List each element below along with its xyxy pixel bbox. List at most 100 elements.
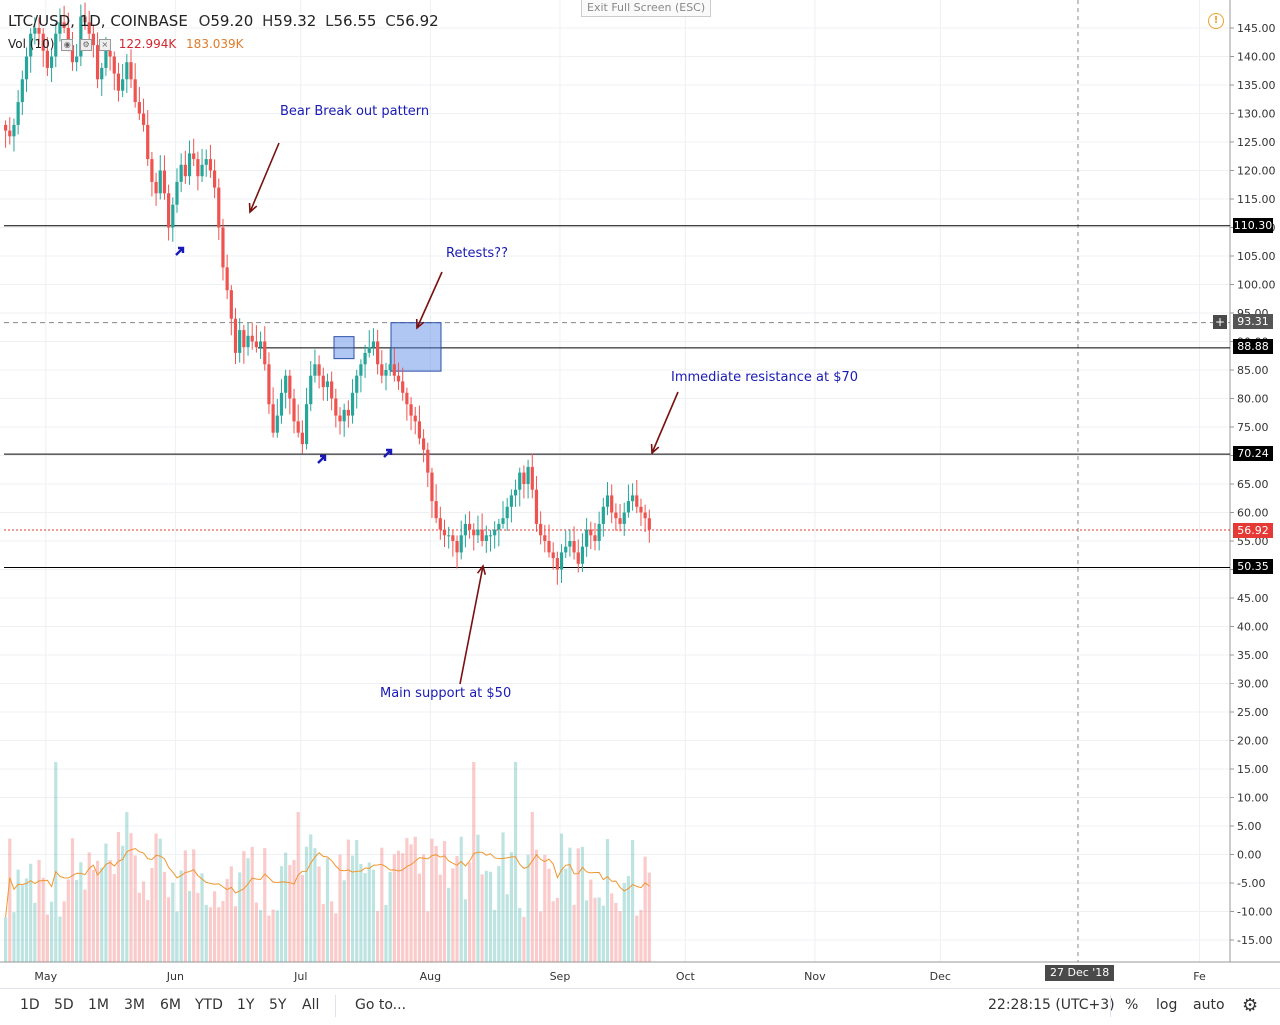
volume-bar — [8, 838, 12, 962]
volume-bar — [605, 839, 610, 962]
candle-body — [54, 33, 58, 57]
range-5y-button[interactable]: 5Y — [269, 997, 287, 1013]
candle-body — [284, 375, 288, 393]
volume-label[interactable]: Vol (10) — [8, 37, 55, 51]
candle-body — [530, 466, 534, 490]
annotation-arrow — [416, 271, 443, 329]
annotation-resistance: Immediate resistance at $70 — [671, 370, 859, 385]
clock-timezone-label[interactable]: 22:28:15 (UTC+3) — [988, 997, 1115, 1013]
volume-bar — [376, 910, 380, 962]
volume-bar — [125, 812, 129, 962]
candle-body — [309, 375, 313, 405]
range-1d-button[interactable]: 1D — [20, 997, 40, 1013]
volume-bar — [543, 854, 547, 962]
close-icon[interactable]: × — [98, 38, 111, 51]
range-all-button[interactable]: All — [302, 997, 320, 1013]
candle-body — [547, 541, 551, 553]
crosshair-date-label: 27 Dec '18 — [1045, 965, 1115, 981]
gear-icon[interactable]: ⚙ — [1242, 995, 1259, 1016]
volume-bar — [41, 877, 45, 962]
range-1m-button[interactable]: 1M — [88, 997, 109, 1013]
candle-body — [639, 506, 643, 513]
volume-bar — [488, 871, 493, 962]
candle-body — [58, 22, 62, 34]
percent-scale-button[interactable]: % — [1125, 997, 1139, 1013]
candle-body — [376, 341, 380, 365]
volume-bar — [325, 858, 330, 962]
volume-bar — [480, 874, 484, 962]
volume-bar — [108, 860, 112, 962]
volume-value: 122.994K — [118, 37, 177, 51]
volume-bar — [233, 906, 238, 962]
y-axis-tick-label: 15.00 — [1237, 763, 1269, 776]
x-axis-tick-label: Jul — [293, 970, 307, 983]
volume-bar — [33, 902, 37, 962]
annotation-arrowhead — [248, 202, 258, 214]
volume-bar — [112, 874, 116, 962]
volume-bar — [631, 840, 635, 962]
candle-body — [104, 50, 108, 68]
volume-bar — [451, 868, 455, 962]
eye-icon[interactable]: ◉ — [61, 38, 74, 51]
range-5d-button[interactable]: 5D — [54, 997, 74, 1013]
volume-bar — [539, 911, 543, 962]
price-chart[interactable]: May Jun Jul Aug Sep Oct Nov Dec Fe 145.00 140.00 13… — [0, 0, 1280, 988]
candle-body — [225, 267, 229, 291]
auto-scale-button[interactable]: auto — [1193, 997, 1225, 1013]
candle-body — [137, 102, 141, 114]
settings-icon[interactable]: ⚙ — [80, 38, 93, 51]
candle-body — [171, 204, 175, 228]
candle-body — [476, 529, 480, 536]
candle-body — [213, 170, 217, 188]
volume-bar — [597, 897, 601, 962]
volume-bar — [95, 860, 100, 962]
add-alert-plus-icon[interactable]: + — [1213, 315, 1227, 329]
y-axis-tick-label: -10.00 — [1237, 906, 1272, 919]
volume-bar — [267, 915, 271, 962]
y-axis-tick-label: 40.00 — [1237, 621, 1269, 634]
candle-body — [610, 495, 614, 513]
annotation-arrow — [459, 565, 484, 685]
range-3m-button[interactable]: 3M — [124, 997, 145, 1013]
candle-body — [162, 170, 167, 194]
volume-bar — [497, 866, 501, 962]
price-tag-50: 50.35 — [1233, 559, 1273, 574]
exit-fullscreen-button[interactable]: Exit Full Screen (ESC) — [581, 0, 712, 17]
volume-bar — [384, 904, 388, 962]
y-axis-tick-label: 145.00 — [1237, 22, 1276, 35]
candle-body — [279, 392, 284, 416]
candle-body — [580, 546, 585, 564]
candle-body — [501, 518, 505, 524]
range-1y-button[interactable]: 1Y — [237, 997, 255, 1013]
x-axis-tick-label: Nov — [804, 970, 826, 983]
candle-body — [41, 33, 45, 51]
candle-body — [488, 535, 493, 537]
candle-body — [451, 535, 455, 541]
volume-bar — [355, 839, 359, 962]
candle-body — [267, 364, 271, 405]
candle-body — [576, 552, 580, 564]
candle-body — [635, 495, 639, 507]
x-axis-tick-label: Oct — [676, 970, 696, 983]
range-6m-button[interactable]: 6M — [160, 997, 181, 1013]
close-value: 56.92 — [395, 12, 439, 30]
candle-body — [29, 33, 33, 57]
symbol-label[interactable]: LTC/USD, 1D, COINBASE — [8, 12, 188, 30]
candle-body — [614, 512, 618, 519]
y-axis-tick-label: -5.00 — [1237, 877, 1265, 890]
goto-date-button[interactable]: Go to... — [355, 997, 407, 1013]
range-ytd-button[interactable]: YTD — [195, 997, 223, 1013]
log-scale-button[interactable]: log — [1156, 997, 1178, 1013]
volume-bar — [150, 868, 154, 962]
y-axis-tick-label: 135.00 — [1237, 79, 1276, 92]
volume-bar — [522, 916, 526, 962]
candle-body — [472, 529, 476, 536]
toolbar-divider — [335, 995, 336, 1017]
price-tag-93: 93.31 — [1233, 314, 1273, 329]
volume-bar — [158, 838, 162, 962]
candle-body — [4, 124, 8, 131]
volume-bar — [154, 833, 158, 962]
warning-icon[interactable]: ! — [1208, 13, 1224, 29]
candle-body — [359, 364, 363, 376]
candle-body — [593, 535, 597, 541]
